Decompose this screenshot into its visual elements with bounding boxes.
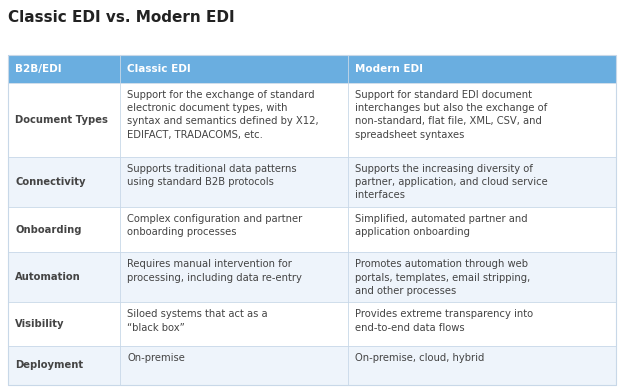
Text: Onboarding: Onboarding [15, 225, 82, 235]
Text: Supports traditional data patterns
using standard B2B protocols: Supports traditional data patterns using… [127, 164, 297, 187]
Text: Provides extreme transparency into
end-to-end data flows: Provides extreme transparency into end-t… [356, 309, 534, 333]
Bar [8, 346, 616, 385]
Bar [8, 302, 616, 346]
Bar [8, 252, 616, 302]
Text: Automation: Automation [15, 272, 80, 282]
Bar [8, 83, 616, 157]
Text: Support for the exchange of standard
electronic document types, with
syntax and : Support for the exchange of standard ele… [127, 90, 319, 140]
Text: Simplified, automated partner and
application onboarding: Simplified, automated partner and applic… [356, 214, 528, 237]
Text: Document Types: Document Types [15, 115, 108, 125]
Text: On-premise: On-premise [127, 353, 185, 363]
Text: Support for standard EDI document
interchanges but also the exchange of
non-stan: Support for standard EDI document interc… [356, 90, 548, 140]
Text: Modern EDI: Modern EDI [356, 64, 424, 74]
Text: Supports the increasing diversity of
partner, application, and cloud service
int: Supports the increasing diversity of par… [356, 164, 548, 200]
Text: Visibility: Visibility [15, 319, 64, 329]
Bar [8, 157, 616, 207]
Bar [8, 207, 616, 252]
Text: Complex configuration and partner
onboarding processes: Complex configuration and partner onboar… [127, 214, 303, 237]
Text: Classic EDI vs. Modern EDI: Classic EDI vs. Modern EDI [8, 10, 235, 25]
Text: Deployment: Deployment [15, 361, 83, 370]
Text: On-premise, cloud, hybrid: On-premise, cloud, hybrid [356, 353, 485, 363]
Text: B2B/EDI: B2B/EDI [15, 64, 62, 74]
Bar [8, 55, 120, 83]
Bar [348, 55, 616, 83]
Text: Connectivity: Connectivity [15, 177, 85, 187]
Text: Classic EDI: Classic EDI [127, 64, 191, 74]
Bar [120, 55, 348, 83]
Text: Requires manual intervention for
processing, including data re-entry: Requires manual intervention for process… [127, 259, 303, 283]
Text: Siloed systems that act as a
“black box”: Siloed systems that act as a “black box” [127, 309, 268, 333]
Bar [8, 55, 616, 385]
Text: Promotes automation through web
portals, templates, email stripping,
and other p: Promotes automation through web portals,… [356, 259, 531, 296]
